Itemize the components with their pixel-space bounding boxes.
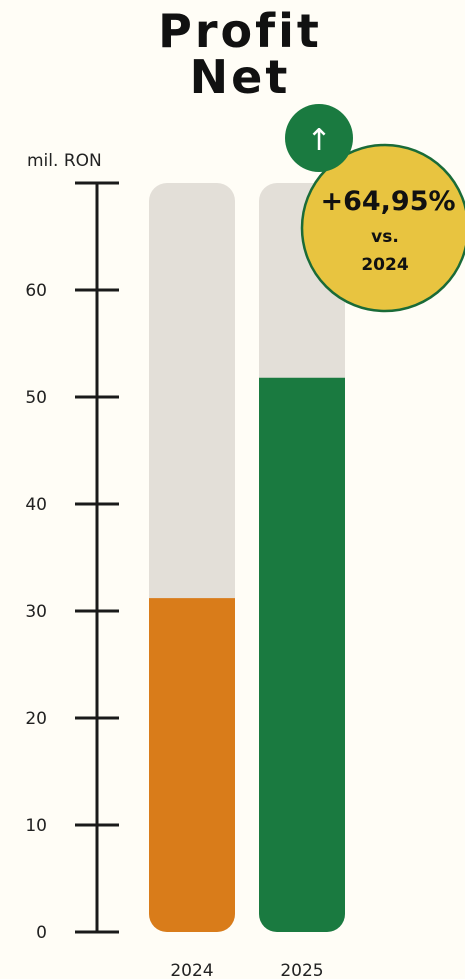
change-vs-label: vs.	[371, 227, 399, 247]
y-tick-label-10: 10	[25, 816, 47, 836]
arrow-badge-circle	[285, 104, 353, 172]
change-badge: ↑ +64,95% vs. 2024	[285, 104, 465, 313]
bars-layer	[149, 183, 345, 932]
change-badge-circle	[300, 143, 465, 313]
y-tick-label-0: 0	[36, 923, 47, 943]
y-axis-unit-label: mil. RON	[27, 151, 102, 171]
change-vs-year: 2024	[361, 255, 408, 275]
y-tick-label-30: 30	[25, 602, 47, 622]
chart-title: Profit Net	[0, 8, 465, 100]
x-tick-label-2025: 2025	[280, 961, 323, 979]
y-tick-label-60: 60	[25, 281, 47, 301]
y-tick-label-50: 50	[25, 388, 47, 408]
title-line-1: Profit	[158, 4, 322, 58]
change-percent: +64,95%	[320, 186, 455, 217]
x-tick-label-2024: 2024	[170, 961, 213, 979]
arrow-up-icon: ↑	[306, 123, 331, 158]
y-axis: mil. RON 0 10 20 30 40 50 60	[25, 151, 119, 943]
title-line-2: Net	[189, 50, 291, 104]
bar-2025	[259, 377, 345, 932]
y-tick-label-20: 20	[25, 709, 47, 729]
y-tick-label-40: 40	[25, 495, 47, 515]
bar-2024	[149, 598, 235, 932]
x-axis-labels: 2024 2025	[170, 961, 323, 979]
